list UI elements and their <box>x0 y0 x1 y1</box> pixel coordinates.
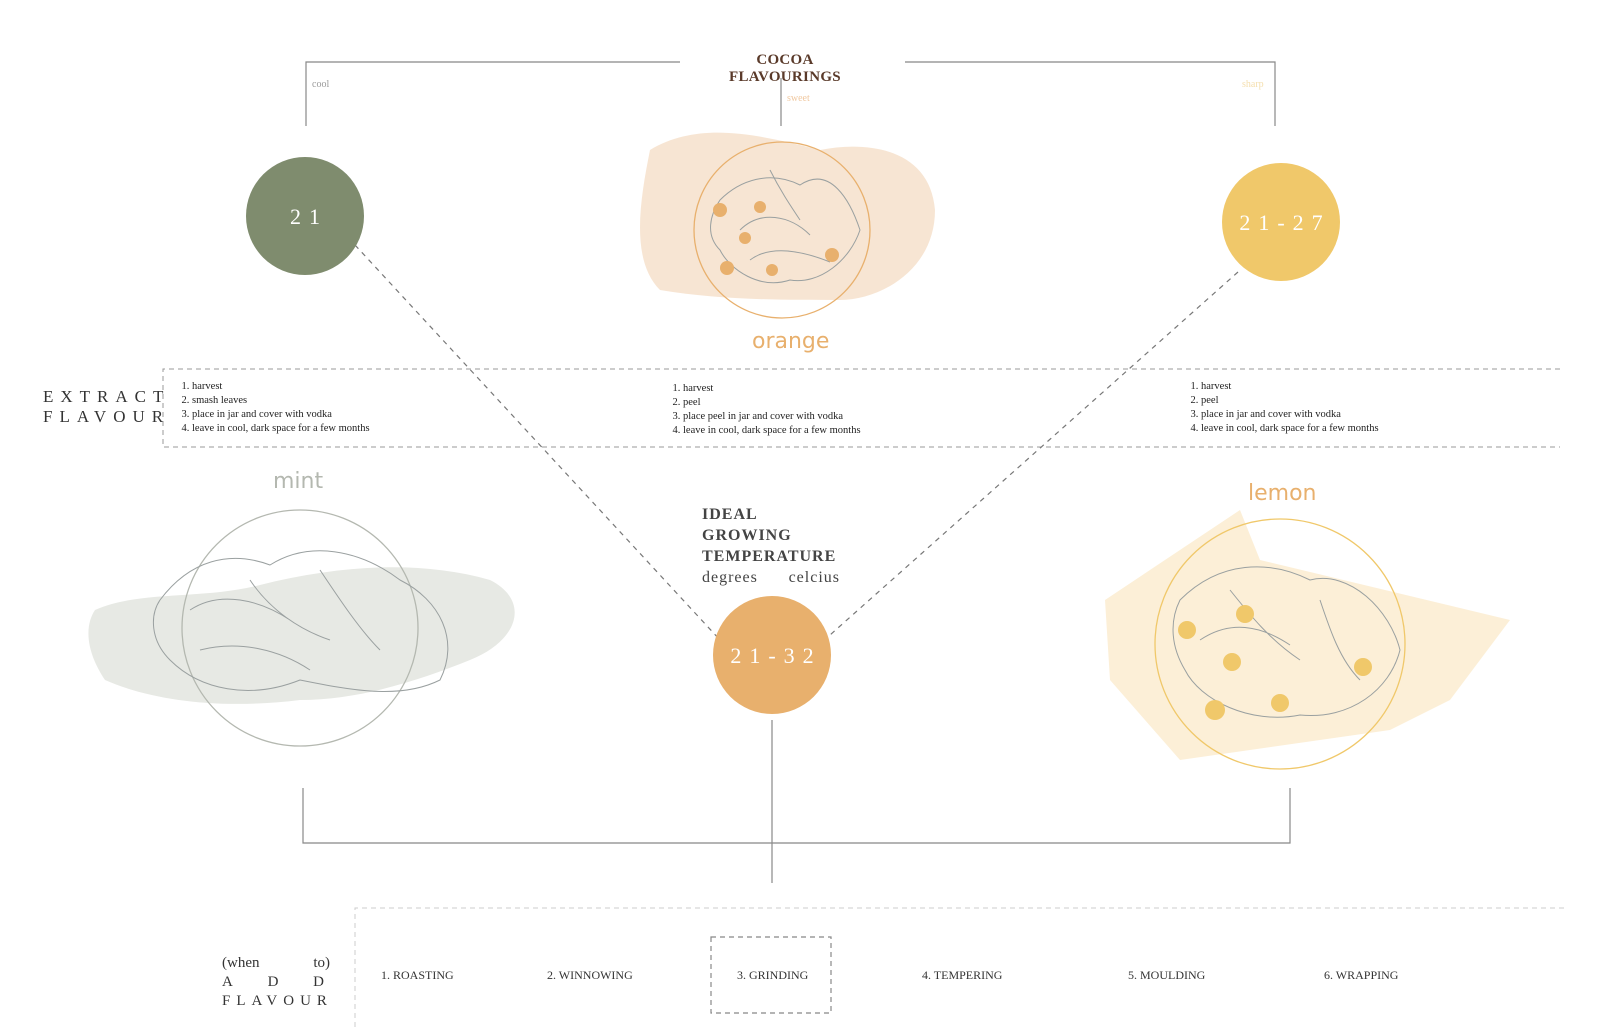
connector-lines <box>354 244 1239 641</box>
orange-illustration <box>640 132 935 319</box>
bottom-bracket <box>302 720 1291 883</box>
orange-step: place peel in jar and cover with vodka <box>683 410 861 424</box>
mint-step: harvest <box>192 380 370 394</box>
extract-line-1: EXTRACT <box>43 387 171 406</box>
mint-temp-circle <box>246 157 364 275</box>
sharp-tag: sharp <box>1242 79 1264 90</box>
lemon-label: lemon <box>1248 481 1317 506</box>
mint-temp-value: 21 <box>290 204 328 229</box>
add-flavour-label: (when to) A D D FLAVOUR <box>222 954 330 1011</box>
stage-roasting: 1. ROASTING <box>381 968 454 982</box>
add-to: to) <box>313 955 330 971</box>
process-box <box>354 907 1568 1027</box>
orange-temp-value: 21-32 <box>730 643 822 668</box>
mint-step: smash leaves <box>192 394 370 408</box>
stage-winnowing: 2. WINNOWING <box>547 968 633 982</box>
add-letter: D <box>313 974 330 990</box>
lemon-step: harvest <box>1201 380 1379 394</box>
stage-grinding: 3. GRINDING <box>737 968 809 982</box>
add-when: (when <box>222 955 260 971</box>
lemon-step: leave in cool, dark space for a few mont… <box>1201 422 1379 436</box>
page-title: COCOA FLAVOURINGS <box>729 52 841 85</box>
ideal-units: degrees celcius <box>702 567 840 588</box>
add-row-1: (when to) <box>222 954 330 973</box>
lemon-temp-value: 21-27 <box>1239 210 1331 235</box>
ideal-sub-1: degrees <box>702 569 758 586</box>
lemon-temp-circle <box>1222 163 1340 281</box>
lemon-step: place in jar and cover with vodka <box>1201 408 1379 422</box>
mint-label: mint <box>273 469 324 494</box>
orange-step: harvest <box>683 382 861 396</box>
mint-illustration <box>88 509 515 747</box>
add-letter: A <box>222 974 239 990</box>
cool-tag: cool <box>312 79 330 90</box>
ideal-line-2: TEMPERATURE <box>702 548 837 565</box>
ideal-temperature-label: IDEAL GROWING TEMPERATURE degrees celciu… <box>702 504 840 588</box>
ideal-sub-2: celcius <box>788 569 840 586</box>
extract-line-2: FLAVOUR <box>43 407 171 426</box>
stage-wrapping: 6. WRAPPING <box>1324 968 1399 982</box>
extract-box <box>162 368 1560 448</box>
stage-tempering: 4. TEMPERING <box>922 968 1003 982</box>
orange-label: orange <box>752 329 830 354</box>
extract-flavour-label: EXTRACT FLAVOUR <box>43 387 170 427</box>
ideal-line-1: IDEAL GROWING <box>702 506 792 544</box>
top-bracket <box>305 61 1276 126</box>
orange-steps: harvest peel place peel in jar and cover… <box>667 382 861 438</box>
add-row-2: A D D <box>222 973 330 992</box>
add-letter: D <box>267 974 285 990</box>
lemon-step: peel <box>1201 394 1379 408</box>
orange-step: leave in cool, dark space for a few mont… <box>683 424 861 438</box>
mint-step: place in jar and cover with vodka <box>192 408 370 422</box>
orange-temp-circle <box>713 596 831 714</box>
lemon-illustration <box>1105 510 1510 770</box>
selected-stage-frame <box>710 936 832 1014</box>
add-row-3: FLAVOUR <box>222 993 333 1009</box>
sweet-tag: sweet <box>787 93 810 104</box>
mint-step: leave in cool, dark space for a few mont… <box>192 422 370 436</box>
orange-step: peel <box>683 396 861 410</box>
lemon-steps: harvest peel place in jar and cover with… <box>1185 380 1379 436</box>
stage-moulding: 5. MOULDING <box>1128 968 1206 982</box>
mint-steps: harvest smash leaves place in jar and co… <box>176 380 370 436</box>
